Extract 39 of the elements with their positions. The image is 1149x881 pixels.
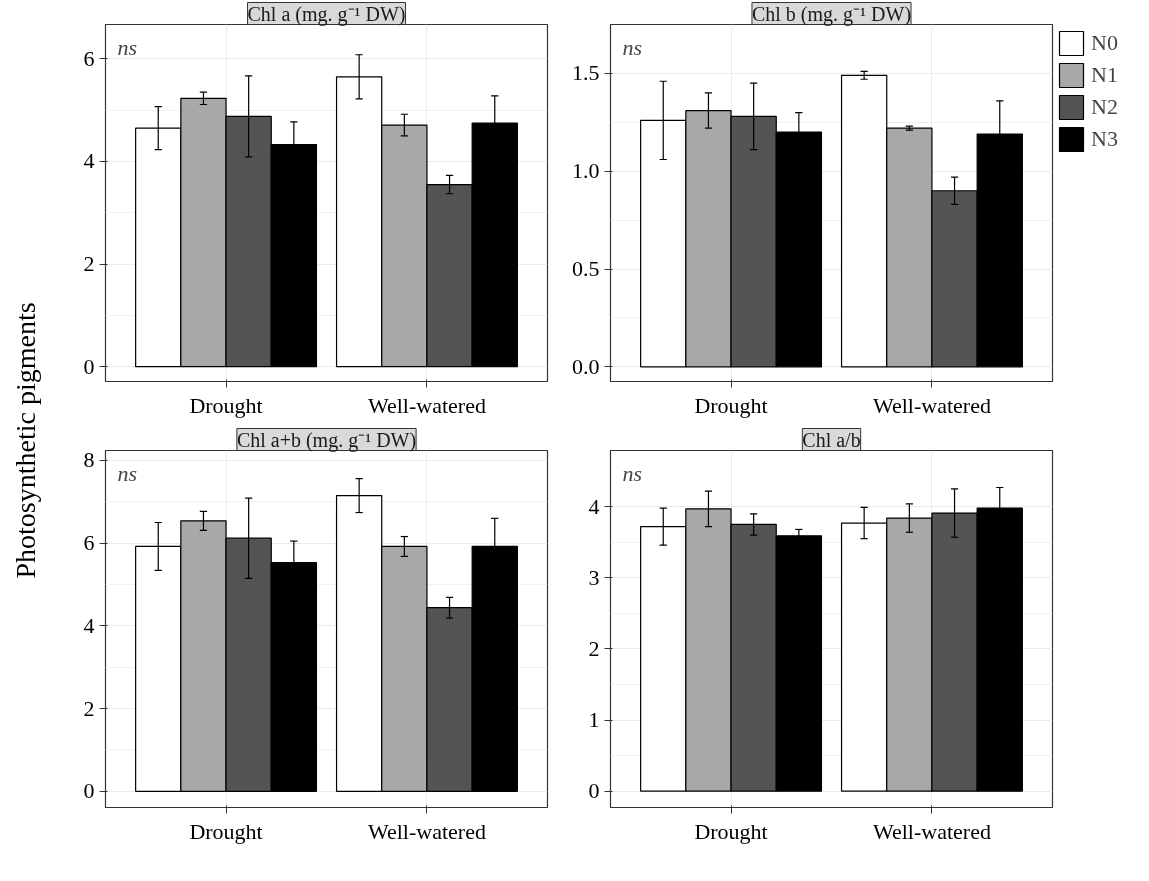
y-tick-label: 4	[83, 148, 95, 174]
legend-label: N3	[1091, 126, 1118, 152]
legend-label: N2	[1091, 94, 1118, 120]
chart-title: Chl a/b	[802, 428, 861, 451]
annotation: ns	[117, 34, 138, 60]
y-tick-label: 3	[588, 564, 600, 590]
y-tick-label: 1	[588, 707, 600, 733]
y-tick-label: 0	[83, 353, 95, 379]
x-tick-label: Drought	[694, 818, 768, 844]
chart-title: Chl a (mg. g⁻¹ DW)	[247, 2, 406, 26]
x-tick-label: Well-watered	[367, 392, 486, 418]
y-tick-label: 0	[588, 778, 600, 804]
y-tick-label: 8	[83, 447, 95, 473]
chart-title: Chl a+b (mg. g⁻¹ DW)	[236, 428, 417, 452]
x-tick-label: Well-watered	[367, 818, 486, 844]
y-tick-label: 6	[83, 45, 95, 71]
chart-title: Chl b (mg. g⁻¹ DW)	[751, 2, 912, 26]
legend-label: N1	[1091, 62, 1118, 88]
y-tick-label: 2	[588, 635, 600, 661]
y-tick-label: 0.5	[572, 256, 600, 282]
y-tick-label: 2	[83, 695, 95, 721]
y-tick-label: 1.5	[572, 60, 600, 86]
y-tick-label: 0	[83, 778, 95, 804]
y-tick-label: 0.0	[572, 353, 600, 379]
x-tick-label: Well-watered	[872, 392, 991, 418]
y-tick-label: 2	[83, 251, 95, 277]
y-tick-label: 6	[83, 530, 95, 556]
x-tick-label: Well-watered	[872, 818, 991, 844]
legend-label: N0	[1091, 30, 1118, 56]
annotation: ns	[622, 34, 643, 60]
y-axis-title: Photosynthetic pigments	[10, 302, 41, 579]
x-tick-label: Drought	[189, 392, 263, 418]
annotation: ns	[117, 460, 138, 486]
x-tick-label: Drought	[694, 392, 768, 418]
y-tick-label: 1.0	[572, 158, 600, 184]
y-tick-label: 4	[83, 612, 95, 638]
y-tick-label: 4	[588, 493, 600, 519]
x-tick-label: Drought	[189, 818, 263, 844]
annotation: ns	[622, 460, 643, 486]
